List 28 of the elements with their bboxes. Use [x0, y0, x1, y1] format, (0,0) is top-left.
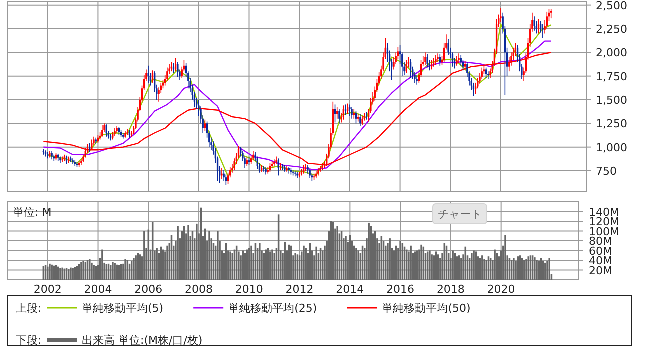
- x-tick-label: 2012: [286, 283, 314, 296]
- legend-label: 単純移動平均(25): [228, 302, 318, 315]
- x-tick-label: 2004: [84, 283, 112, 296]
- y-tick-label: 750: [596, 164, 617, 178]
- legend: 下段: 出来高 単位:(M株/口/枚): [16, 334, 203, 347]
- legend-title: 上段:: [16, 302, 42, 315]
- annotation: チャート: [432, 204, 488, 224]
- x-tick-label: 2008: [185, 283, 214, 296]
- y-tick-label: 1,750: [596, 70, 628, 84]
- legend-title: 下段:: [16, 334, 42, 347]
- annotation: チャート: [438, 208, 482, 221]
- legend-label: 単純移動平均(5): [82, 302, 164, 315]
- y-tick-label: 2,500: [596, 0, 628, 12]
- x-tick-label: 2016: [386, 283, 415, 296]
- legend-label: 単純移動平均(50): [382, 302, 471, 315]
- legend-label: 出来高 単位:(M株/口/枚): [82, 334, 203, 347]
- y-axis-title: 単位: M: [13, 206, 52, 219]
- y-tick-label: 1,000: [596, 141, 628, 154]
- y-tick-label: 1,250: [596, 118, 628, 131]
- y-tick-label: 2,000: [596, 46, 628, 60]
- x-tick-label: 2020: [487, 283, 516, 296]
- x-tick-label: 2014: [336, 283, 364, 296]
- y-tick-label: 2,250: [596, 22, 628, 36]
- x-tick-label: 2018: [436, 283, 465, 296]
- y-tick-label: 1,500: [596, 94, 628, 107]
- x-tick-label: 2006: [134, 283, 163, 296]
- x-tick-label: 2010: [235, 283, 264, 296]
- x-tick-label: 2002: [34, 283, 62, 296]
